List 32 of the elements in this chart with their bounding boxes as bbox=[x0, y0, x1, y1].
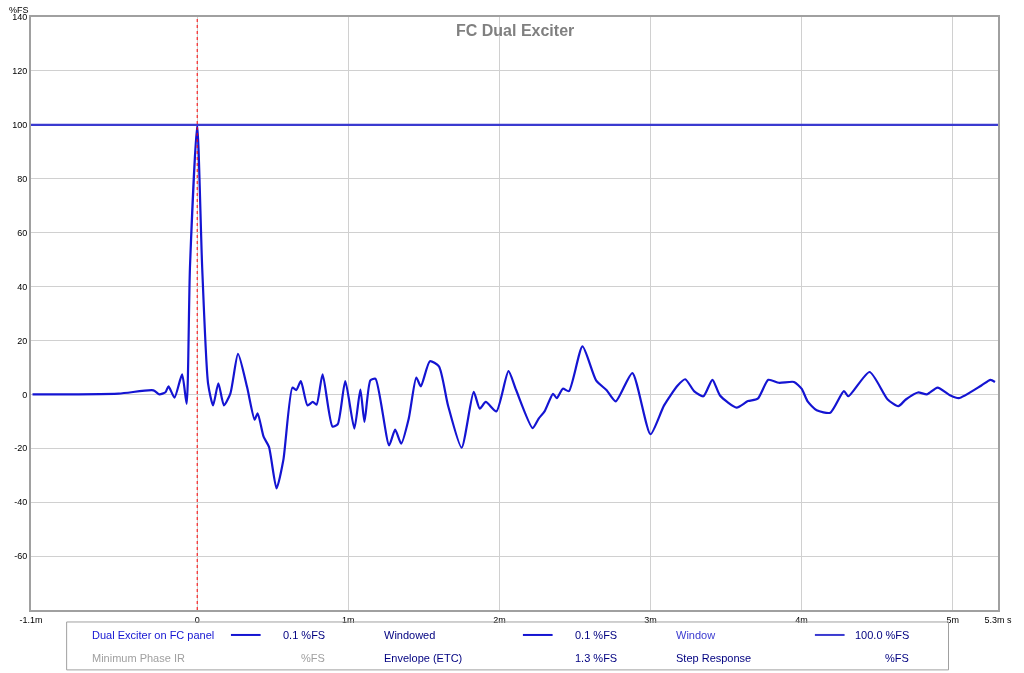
x-tick-label: 0 bbox=[194, 614, 200, 625]
text: 0.1 %FS bbox=[575, 629, 618, 641]
y-tick-label: 120 bbox=[12, 66, 28, 77]
text: Window bbox=[676, 629, 716, 641]
line-series bbox=[31, 123, 997, 490]
y-tick-label: 80 bbox=[17, 173, 28, 184]
x-tick-label: 3m bbox=[644, 614, 657, 625]
legend-label: Dual Exciter on FC panel bbox=[92, 629, 215, 641]
y-tick-label: 100 bbox=[12, 119, 28, 130]
y-tick-label: -40 bbox=[14, 497, 28, 508]
text: 100.0 %FS bbox=[855, 629, 910, 641]
text: Step Response bbox=[676, 652, 752, 664]
text: %FS bbox=[301, 652, 325, 664]
y-tick-label: 40 bbox=[17, 281, 28, 292]
text: 1.3 %FS bbox=[575, 652, 618, 664]
text: %FS bbox=[885, 652, 909, 664]
text: Minimum Phase IR bbox=[92, 652, 185, 664]
y-tick-label: -60 bbox=[14, 551, 28, 562]
x-tick-label: 5.3m s bbox=[984, 614, 1012, 625]
y-tick-label: -20 bbox=[14, 443, 28, 454]
chart-title: FC Dual Exciter bbox=[456, 22, 575, 39]
x-tick-label: 5m bbox=[946, 614, 959, 625]
y-tick-label: 0 bbox=[22, 389, 28, 400]
x-tick-label: 2m bbox=[493, 614, 506, 625]
y-tick-label: 60 bbox=[17, 227, 28, 238]
text: 0.1 %FS bbox=[283, 629, 326, 641]
x-tick-label: 4m bbox=[795, 614, 808, 625]
x-tick-label: 1m bbox=[342, 614, 355, 625]
y-tick-label: 20 bbox=[17, 335, 28, 346]
x-tick-label: -1.1m bbox=[19, 614, 43, 625]
text: Windowed bbox=[384, 629, 436, 641]
text: Envelope (ETC) bbox=[384, 652, 463, 664]
